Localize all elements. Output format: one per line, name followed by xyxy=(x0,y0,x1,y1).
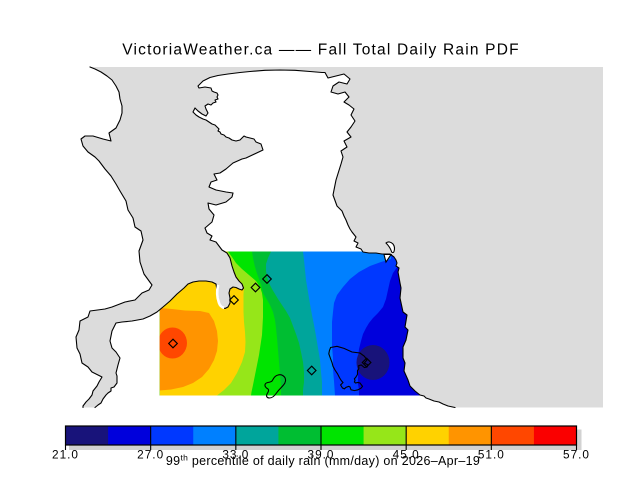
svg-text:99th percentile of daily rain: 99th percentile of daily rain (mm/day) o… xyxy=(166,453,480,469)
svg-text:27.0: 27.0 xyxy=(137,448,164,462)
svg-text:33.0: 33.0 xyxy=(222,448,249,462)
svg-text:VictoriaWeather.ca —— Fall Tot: VictoriaWeather.ca —— Fall Total Daily R… xyxy=(122,42,520,59)
svg-text:39.0: 39.0 xyxy=(308,448,335,462)
svg-text:57.0: 57.0 xyxy=(563,448,590,462)
svg-text:21.0: 21.0 xyxy=(52,448,79,462)
svg-text:45.0: 45.0 xyxy=(393,448,420,462)
svg-text:51.0: 51.0 xyxy=(478,448,505,462)
